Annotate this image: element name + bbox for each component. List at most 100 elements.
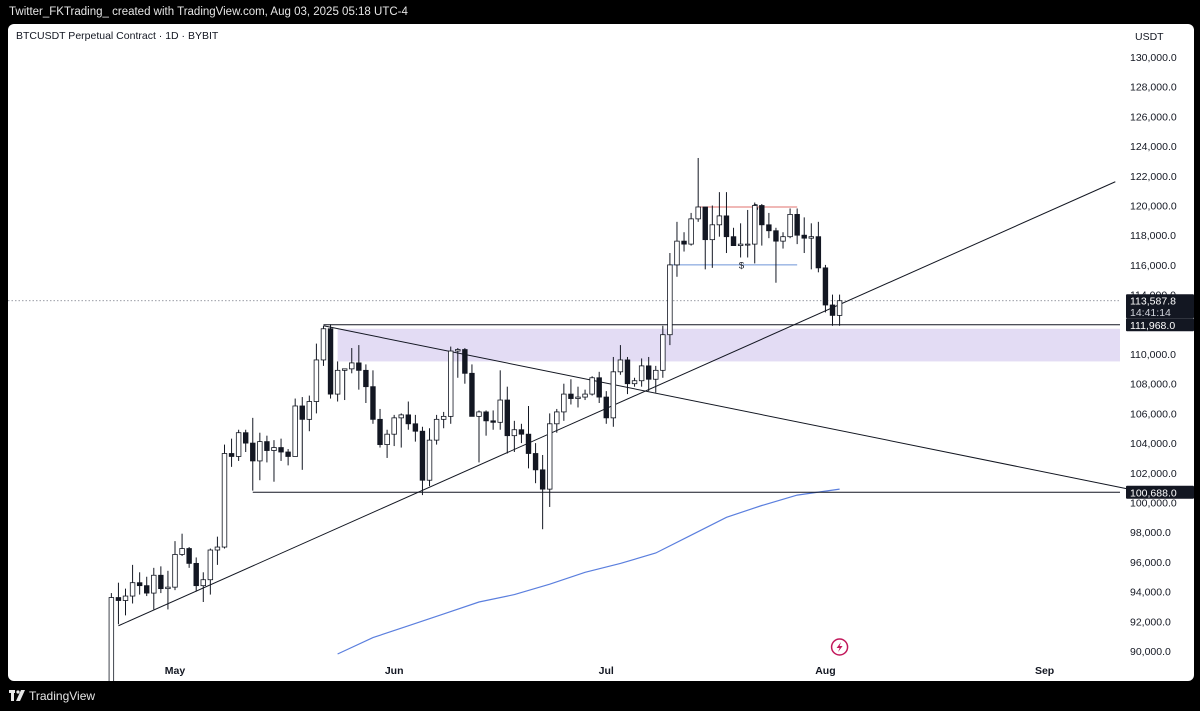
candle[interactable] xyxy=(547,413,553,507)
candle[interactable] xyxy=(313,343,320,414)
candle[interactable] xyxy=(426,428,433,487)
candle[interactable] xyxy=(235,429,242,461)
candle[interactable] xyxy=(144,576,150,597)
candle[interactable] xyxy=(766,212,772,239)
candle[interactable] xyxy=(250,417,256,491)
candle[interactable] xyxy=(214,536,221,565)
candle[interactable] xyxy=(681,232,687,252)
candle[interactable] xyxy=(433,414,440,445)
candle[interactable] xyxy=(398,413,404,448)
candle[interactable] xyxy=(525,405,532,469)
candle[interactable] xyxy=(511,420,518,453)
candle[interactable] xyxy=(716,192,723,237)
candle[interactable] xyxy=(462,348,468,384)
candle[interactable] xyxy=(384,429,390,458)
candle[interactable] xyxy=(108,593,115,681)
candle[interactable] xyxy=(306,395,313,432)
candle[interactable] xyxy=(207,548,214,595)
candle[interactable] xyxy=(568,379,574,405)
candle[interactable] xyxy=(801,217,807,254)
candle[interactable] xyxy=(363,364,369,404)
candle[interactable] xyxy=(370,370,376,424)
candle[interactable] xyxy=(737,223,744,258)
candle[interactable] xyxy=(695,157,701,222)
candle[interactable] xyxy=(257,432,263,481)
lightning-event-icon[interactable] xyxy=(830,638,849,656)
candle[interactable] xyxy=(582,389,588,401)
candle[interactable] xyxy=(575,386,581,408)
candle[interactable] xyxy=(624,356,631,395)
candle[interactable] xyxy=(780,232,786,249)
candle[interactable] xyxy=(638,358,645,387)
candle[interactable] xyxy=(504,386,510,454)
candle[interactable] xyxy=(667,253,673,346)
candle[interactable] xyxy=(554,408,560,433)
candle[interactable] xyxy=(794,208,800,245)
candle[interactable] xyxy=(610,356,617,427)
candle[interactable] xyxy=(377,408,383,448)
candle[interactable] xyxy=(653,365,659,393)
candle[interactable] xyxy=(221,444,228,549)
candle[interactable] xyxy=(356,345,362,390)
candle[interactable] xyxy=(179,533,185,556)
candle[interactable] xyxy=(158,566,164,594)
candle[interactable] xyxy=(660,325,666,378)
candle[interactable] xyxy=(808,223,814,270)
candle[interactable] xyxy=(836,294,843,326)
candle[interactable] xyxy=(349,348,355,374)
candle[interactable] xyxy=(829,294,836,326)
candle[interactable] xyxy=(759,204,765,246)
candle[interactable] xyxy=(723,192,730,254)
candle[interactable] xyxy=(440,411,447,429)
candle[interactable] xyxy=(596,371,602,404)
candle[interactable] xyxy=(752,202,758,264)
candle[interactable] xyxy=(518,423,525,444)
candle[interactable] xyxy=(773,227,779,283)
candle[interactable] xyxy=(469,364,475,417)
candle[interactable] xyxy=(617,345,624,375)
candle[interactable] xyxy=(136,572,143,595)
candle[interactable] xyxy=(709,205,716,268)
candle[interactable] xyxy=(532,443,539,484)
trendline-2[interactable] xyxy=(323,325,1144,493)
candle[interactable] xyxy=(603,391,609,424)
candle[interactable] xyxy=(419,426,426,496)
candle[interactable] xyxy=(822,264,829,313)
candle[interactable] xyxy=(787,208,793,239)
candle[interactable] xyxy=(327,324,334,399)
candle[interactable] xyxy=(285,449,291,466)
candle[interactable] xyxy=(271,440,277,482)
candle[interactable] xyxy=(278,438,284,461)
candle[interactable] xyxy=(129,564,136,604)
candle[interactable] xyxy=(645,356,652,392)
candle[interactable] xyxy=(391,414,397,447)
candle[interactable] xyxy=(115,582,122,625)
candle[interactable] xyxy=(264,435,270,463)
candle[interactable] xyxy=(292,398,298,457)
candle[interactable] xyxy=(455,348,461,378)
candle[interactable] xyxy=(405,401,412,430)
candle[interactable] xyxy=(631,377,638,387)
candle[interactable] xyxy=(702,206,708,270)
candlestick-chart[interactable]: $$ USDT90,000.092,000.094,000.096,000.09… xyxy=(8,24,1194,681)
candle[interactable] xyxy=(483,410,489,436)
candle[interactable] xyxy=(228,438,235,467)
candle[interactable] xyxy=(476,410,482,463)
candle[interactable] xyxy=(122,588,129,616)
candle[interactable] xyxy=(172,541,178,591)
candle[interactable] xyxy=(242,429,249,453)
candle[interactable] xyxy=(200,572,206,602)
candle[interactable] xyxy=(186,547,192,568)
candle[interactable] xyxy=(539,454,546,530)
candle[interactable] xyxy=(497,370,503,430)
candle[interactable] xyxy=(320,325,327,366)
candle[interactable] xyxy=(193,557,199,592)
trendline-1[interactable] xyxy=(118,181,1116,627)
candle[interactable] xyxy=(334,361,341,402)
candle[interactable] xyxy=(299,397,305,470)
candle[interactable] xyxy=(412,414,419,442)
candle[interactable] xyxy=(448,346,454,424)
candle[interactable] xyxy=(688,212,694,246)
candle[interactable] xyxy=(815,221,822,273)
candle[interactable] xyxy=(730,227,737,246)
